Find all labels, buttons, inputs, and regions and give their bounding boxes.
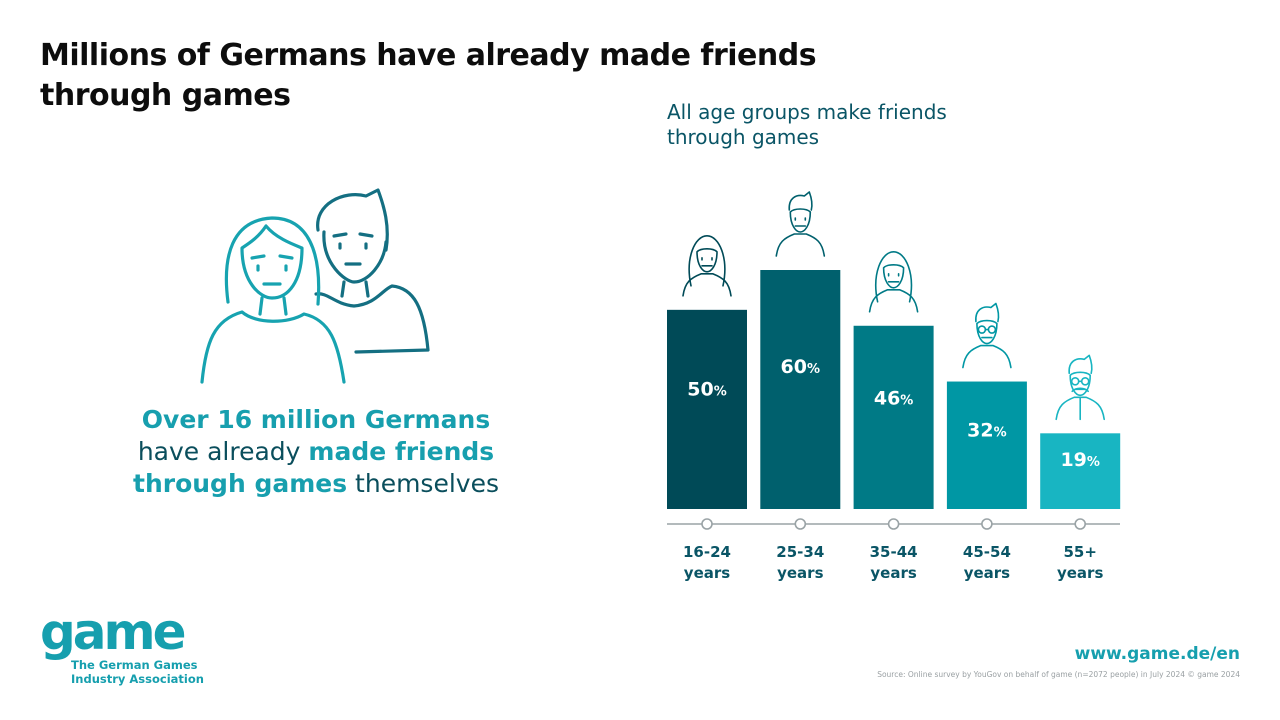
stat-text: have already bbox=[137, 437, 309, 466]
axis-marker bbox=[887, 518, 900, 530]
category-label: 45-54 bbox=[963, 543, 1011, 561]
stat-highlight: Over 16 million Germans bbox=[141, 405, 491, 434]
source-note: Source: Online survey by YouGov on behal… bbox=[877, 670, 1240, 679]
woman-icon bbox=[868, 250, 919, 313]
axis-marker bbox=[1074, 518, 1086, 530]
bar-value-label: 60% bbox=[781, 356, 820, 378]
headline-stat: Over 16 million Germans have already mad… bbox=[96, 404, 536, 500]
chart-title: All age groups make friends through game… bbox=[667, 100, 947, 149]
bar-value-label: 46% bbox=[874, 388, 913, 410]
game-logo: game The German Games Industry Associati… bbox=[40, 606, 204, 686]
bar-value-label: 19% bbox=[1060, 449, 1099, 471]
logo-subtitle-line2: Industry Association bbox=[71, 672, 204, 686]
category-label: 55+ bbox=[1063, 543, 1096, 561]
bar-16-24 bbox=[667, 309, 747, 509]
axis-marker bbox=[794, 518, 807, 530]
bar-value-label: 50% bbox=[687, 378, 726, 400]
stat-text: themselves bbox=[347, 469, 499, 498]
stat-highlight: through games bbox=[133, 469, 348, 498]
bar-35-44 bbox=[853, 325, 934, 509]
category-label: years bbox=[777, 564, 823, 582]
category-label: years bbox=[964, 564, 1010, 582]
young-man-icon bbox=[775, 191, 826, 257]
category-label: years bbox=[684, 564, 730, 582]
website-link[interactable]: www.game.de/en bbox=[1074, 644, 1240, 664]
category-label: years bbox=[870, 564, 916, 582]
category-label: 35-44 bbox=[870, 543, 918, 561]
bar-45-54 bbox=[946, 381, 1027, 509]
man-with-glasses-icon bbox=[962, 302, 1012, 369]
bar-value-label: 32% bbox=[967, 419, 1006, 441]
axis-marker bbox=[701, 518, 713, 530]
logo-wordmark: game bbox=[40, 603, 187, 661]
logo-subtitle-line1: The German Games bbox=[71, 658, 198, 672]
page-title: Millions of Germans have already made fr… bbox=[40, 38, 817, 113]
stat-highlight: made friends bbox=[308, 437, 495, 466]
category-label: years bbox=[1057, 564, 1103, 582]
bar-55+ bbox=[1040, 433, 1121, 509]
young-woman-icon bbox=[682, 235, 732, 297]
axis-marker bbox=[981, 518, 993, 530]
category-label: 16-24 bbox=[683, 543, 731, 561]
category-label: 25-34 bbox=[776, 543, 824, 561]
bar-25-34 bbox=[760, 270, 841, 509]
older-man-with-glasses-icon bbox=[1055, 354, 1105, 421]
woman-and-man-icon bbox=[200, 188, 430, 384]
